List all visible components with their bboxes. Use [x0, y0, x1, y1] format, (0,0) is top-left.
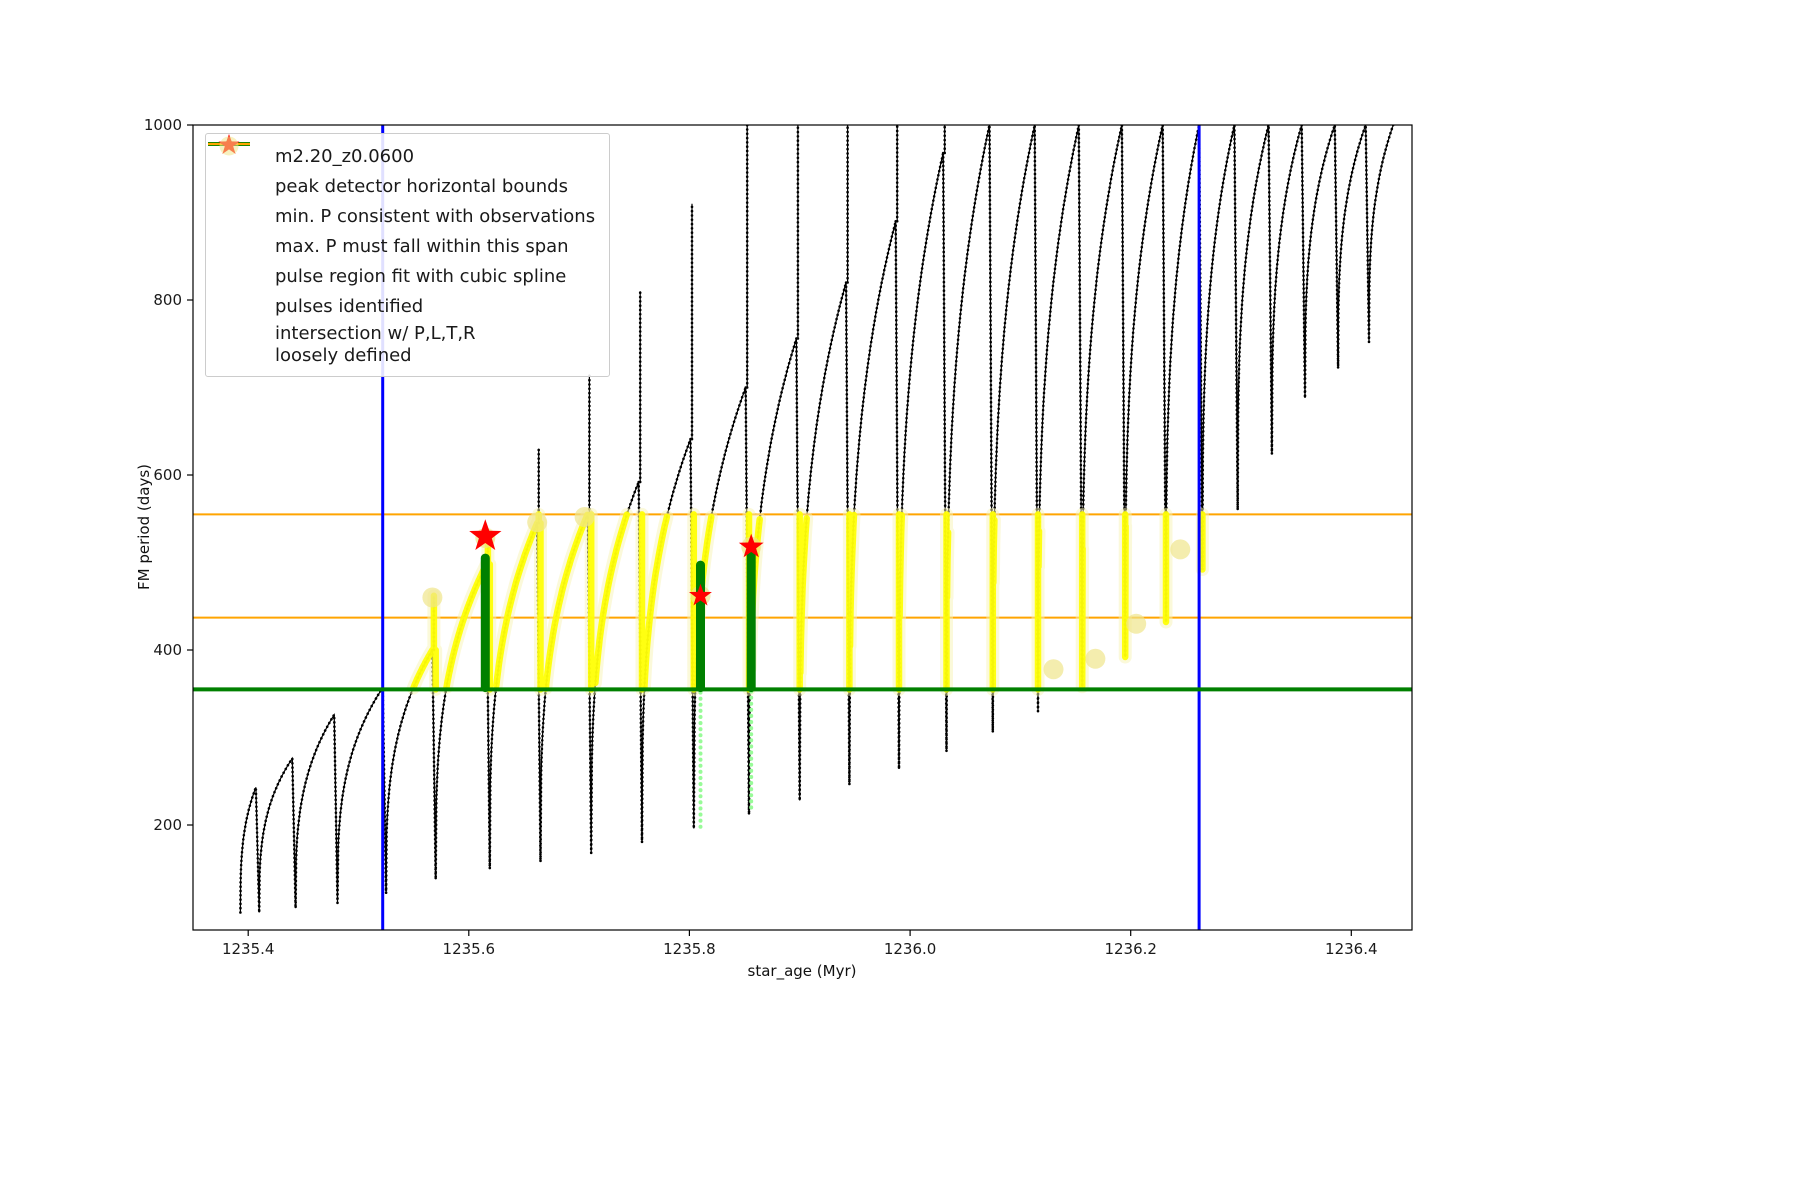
legend-label: peak detector horizontal bounds — [275, 175, 568, 197]
x-tick-label: 1236.0 — [884, 940, 937, 958]
intersection-blob — [1085, 648, 1106, 669]
y-axis-label: FM period (days) — [135, 464, 153, 590]
legend-label: pulse region fit with cubic spline — [275, 265, 567, 287]
y-tick-label: 400 — [153, 641, 182, 659]
x-tick-label: 1236.2 — [1104, 940, 1157, 958]
legend-item-pulses: pulses identified — [217, 134, 595, 320]
legend: m2.20_z0.0600 peak detector horizontal b… — [205, 133, 611, 377]
intersection-blob — [574, 507, 595, 527]
y-tick-label: 200 — [153, 816, 182, 834]
x-tick-label: 1236.4 — [1325, 940, 1378, 958]
intersection-blob — [527, 512, 548, 533]
pulse-star — [469, 519, 502, 550]
x-tick-label: 1235.6 — [443, 940, 496, 958]
intersection-blob — [422, 587, 443, 608]
legend-label: min. P consistent with observations — [275, 205, 596, 227]
y-tick-label: 800 — [153, 291, 182, 309]
legend-item-intersection: intersection w/ P,L,T,R loosely defined — [217, 136, 595, 367]
legend-item-spline: pulse region fit with cubic spline — [217, 140, 595, 290]
x-tick-label: 1235.8 — [663, 940, 716, 958]
legend-label: pulses identified — [275, 295, 424, 317]
intersection-blob — [1043, 659, 1064, 680]
highlight-group — [406, 507, 1209, 696]
pulse-star — [689, 583, 712, 606]
legend-item-peak-bounds: peak detector horizontal bounds — [208, 142, 595, 200]
x-tick-label: 1235.4 — [222, 940, 275, 958]
y-tick-label: 600 — [153, 466, 182, 484]
legend-item-max-p: max. P must fall within this span — [208, 142, 595, 260]
pulse-star — [738, 533, 764, 558]
legend-item-min-p: min. P consistent with observations — [208, 142, 596, 230]
legend-label: m2.20_z0.0600 — [275, 145, 415, 167]
intersection-blob — [1126, 613, 1147, 634]
x-axis-label: star_age (Myr) — [747, 962, 857, 980]
intersection-blob — [1170, 539, 1191, 560]
legend-item-model: m2.20_z0.0600 — [208, 141, 595, 170]
legend-label: max. P must fall within this span — [275, 235, 569, 257]
legend-label: intersection w/ P,L,T,R loosely defined — [275, 323, 476, 366]
axes-frame — [192, 124, 1413, 931]
y-tick-label: 1000 — [144, 116, 182, 134]
